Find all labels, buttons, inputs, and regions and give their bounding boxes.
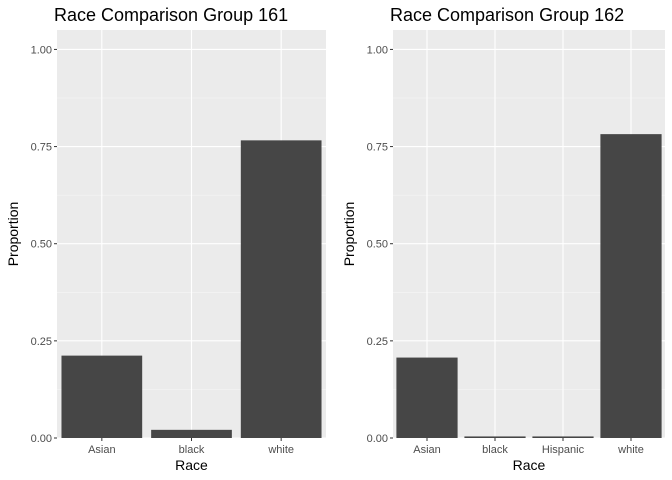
y-tick-label: 0.50 [31,239,52,251]
x-tick-label: Asian [88,444,116,456]
y-axis-title: Proportion [341,202,357,267]
bar-black [464,436,526,438]
bar-asian [61,355,143,438]
bar-black [151,429,232,438]
y-tick-label: 0.50 [367,239,388,251]
y-axis-title: Proportion [5,202,21,267]
x-axis-title: Race [513,457,546,473]
chart-title: Race Comparison Group 161 [54,5,288,25]
x-tick-label: white [617,444,644,456]
x-axis-title: Race [175,457,208,473]
bar-white [240,140,322,438]
bar-asian [396,357,458,438]
y-tick-label: 0.25 [31,336,52,348]
y-tick-label: 0.00 [31,433,52,445]
x-tick-label: Hispanic [542,444,585,456]
bar-hispanic [532,436,594,438]
y-tick-label: 1.00 [31,44,52,56]
bar-white [600,134,662,438]
y-tick-label: 0.75 [367,142,388,154]
x-tick-label: black [482,444,508,456]
y-tick-label: 0.00 [367,433,388,445]
x-tick-label: black [179,444,205,456]
x-tick-label: Asian [413,444,441,456]
x-tick-label: white [267,444,294,456]
chart-title: Race Comparison Group 162 [390,5,624,25]
y-tick-label: 0.25 [367,336,388,348]
y-tick-label: 0.75 [31,142,52,154]
y-tick-label: 1.00 [367,44,388,56]
